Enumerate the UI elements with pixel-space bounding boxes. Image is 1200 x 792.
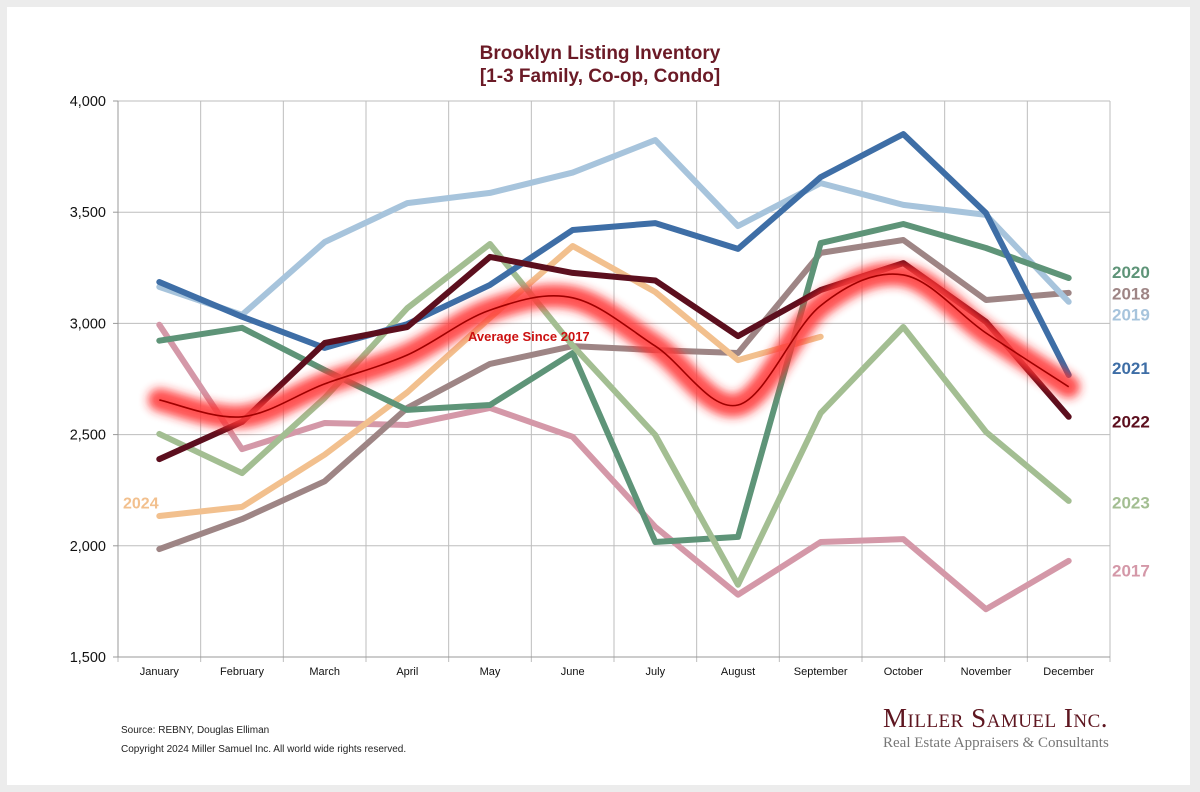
y-tick-label: 3,000 <box>70 316 106 332</box>
series-label-2021: 2021 <box>1112 359 1150 378</box>
x-tick-label: September <box>794 666 848 678</box>
average-label: Average Since 2017 <box>468 329 590 344</box>
x-tick-label: October <box>884 666 923 678</box>
source-note: Source: REBNY, Douglas Elliman <box>121 725 270 736</box>
series-label-2019: 2019 <box>1112 306 1150 325</box>
y-tick-label: 4,000 <box>70 94 106 110</box>
y-tick-label: 2,000 <box>70 539 106 555</box>
copyright-note: Copyright 2024 Miller Samuel Inc. All wo… <box>121 744 407 755</box>
series-labels: 2020 2018 2019 2021 2022 2023 2017 2024 <box>123 263 1150 580</box>
chart-title-main: Brooklyn Listing Inventory <box>479 43 721 64</box>
gridlines <box>117 100 1111 662</box>
chart-subtitle: [1-3 Family, Co-op, Condo] <box>479 66 721 87</box>
x-tick-label: April <box>396 666 418 678</box>
series-line-2020 <box>156 221 1072 545</box>
x-tick-label: August <box>721 666 755 678</box>
x-tick-label: February <box>220 666 265 678</box>
y-tick-label: 1,500 <box>70 650 106 666</box>
series-label-2024: 2024 <box>123 495 159 512</box>
series-label-2020: 2020 <box>1112 263 1150 282</box>
x-tick-label: January <box>140 666 180 678</box>
series-line-2017 <box>156 321 1072 613</box>
x-tick-label: March <box>309 666 340 678</box>
axes: 1,500 2,000 2,500 3,000 3,500 4,000 January Feb… <box>70 94 1110 678</box>
logo-name: Miller Samuel Inc. <box>883 703 1109 733</box>
series-line-2019 <box>156 137 1072 318</box>
x-tick-label: July <box>646 666 666 678</box>
x-tick-label: November <box>961 666 1012 678</box>
average-line-group: Average Since 2017 <box>148 263 1080 429</box>
footer: Source: REBNY, Douglas Elliman Copyright… <box>121 721 406 759</box>
y-tick-label: 3,500 <box>70 205 106 221</box>
series-label-2017: 2017 <box>1112 561 1150 580</box>
company-logo: Miller Samuel Inc. Real Estate Appraiser… <box>883 703 1109 753</box>
series-label-2022: 2022 <box>1112 412 1150 431</box>
x-tick-label: December <box>1043 666 1094 678</box>
average-line <box>159 273 1070 418</box>
x-tick-label: June <box>561 666 585 678</box>
series-line-2021 <box>156 131 1072 378</box>
series-label-2023: 2023 <box>1112 493 1150 512</box>
series-label-2018: 2018 <box>1112 284 1150 303</box>
series-line-2018 <box>156 237 1072 553</box>
y-tick-label: 2,500 <box>70 428 106 444</box>
logo-tagline: Real Estate Appraisers & Consultants <box>883 735 1109 751</box>
chart-title: Brooklyn Listing Inventory [1-3 Family, … <box>0 42 1200 88</box>
x-tick-label: May <box>480 666 501 678</box>
series-line-2023 <box>156 241 1072 588</box>
